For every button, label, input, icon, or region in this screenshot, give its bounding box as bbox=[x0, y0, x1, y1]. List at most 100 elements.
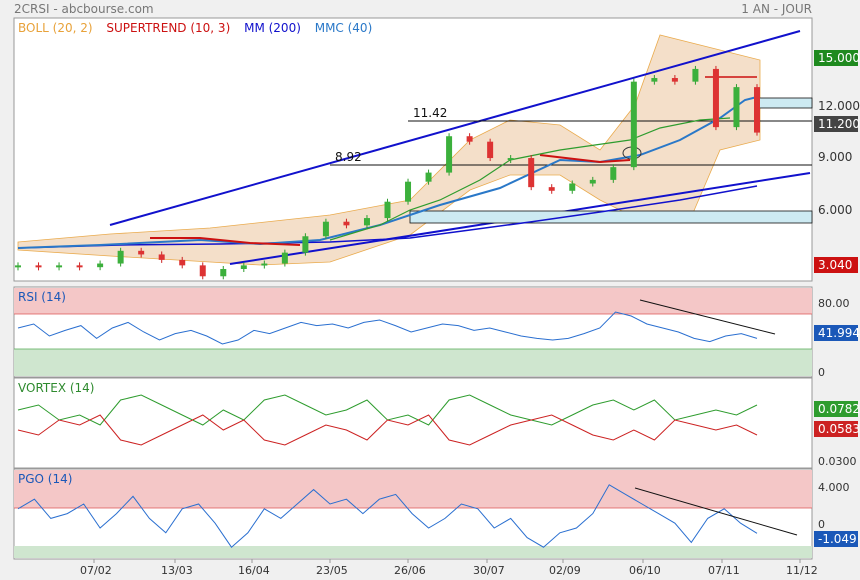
candle-body bbox=[97, 263, 104, 268]
x-tick-label: 26/06 bbox=[394, 564, 426, 577]
candle-body bbox=[117, 250, 124, 264]
rsi-y-tick: 0 bbox=[818, 366, 825, 379]
price-y-tick-label: 3.040 bbox=[818, 258, 852, 272]
candle-body bbox=[630, 81, 637, 168]
rsi-last-value: 41.994 bbox=[818, 326, 860, 340]
candle-body bbox=[754, 87, 760, 133]
x-tick-label: 30/07 bbox=[473, 564, 505, 577]
rsi-value-badge bbox=[814, 325, 858, 341]
horizontal-level-label: 11.42 bbox=[413, 106, 447, 120]
pgo-value-badge bbox=[814, 531, 858, 547]
price-value-badge bbox=[814, 116, 858, 132]
candle-body bbox=[651, 78, 658, 82]
bollinger-band bbox=[17, 34, 761, 266]
candle-body bbox=[569, 183, 576, 191]
rsi-y-tick: 80.00 bbox=[818, 297, 850, 310]
vortex-y-tick: 0.0300 bbox=[818, 455, 857, 468]
x-tick-label: 16/04 bbox=[238, 564, 270, 577]
candle-body bbox=[76, 265, 83, 268]
pgo-lower-zone bbox=[14, 546, 812, 558]
mmc40-line bbox=[17, 96, 758, 249]
candle-body bbox=[466, 136, 473, 142]
candle-body bbox=[281, 252, 288, 264]
vortex-minus-value: 0.0583 bbox=[818, 422, 860, 436]
pgo-upper-zone bbox=[14, 470, 812, 508]
period-label: 1 AN - JOUR bbox=[741, 2, 812, 16]
candle-body bbox=[261, 263, 268, 266]
candle-body bbox=[610, 167, 617, 180]
candle-body bbox=[487, 141, 494, 159]
rsi-panel-label: RSI (14) bbox=[18, 290, 66, 304]
candle-body bbox=[343, 221, 350, 226]
candle-body bbox=[528, 158, 535, 188]
candle-body bbox=[15, 265, 21, 268]
rsi-oversold-zone bbox=[14, 349, 812, 376]
pgo-y-tick: 0 bbox=[818, 518, 825, 531]
candle-body bbox=[322, 221, 329, 237]
candle-body bbox=[692, 68, 699, 82]
candle-body bbox=[733, 87, 740, 128]
candle-body bbox=[138, 250, 145, 255]
price-value-badge bbox=[814, 50, 858, 66]
pgo-line bbox=[17, 484, 758, 548]
x-tick-label: 02/09 bbox=[549, 564, 581, 577]
legend-mm200: MM (200) bbox=[244, 21, 301, 35]
resistance-zone bbox=[754, 97, 813, 109]
price-y-tick-label: 15.000 bbox=[818, 51, 860, 65]
x-tick-label: 13/03 bbox=[161, 564, 193, 577]
candle-body bbox=[240, 265, 247, 269]
vortex-minus-badge bbox=[814, 421, 858, 437]
x-tick-label: 07/02 bbox=[80, 564, 112, 577]
candle-body bbox=[425, 172, 432, 182]
horizontal-level-label: 8.92 bbox=[335, 150, 362, 164]
x-tick-label: 07/11 bbox=[708, 564, 740, 577]
vortex-panel-label: VORTEX (14) bbox=[18, 381, 95, 395]
price-value-badge bbox=[814, 257, 858, 273]
price-y-tick-label: 11.200 bbox=[818, 117, 860, 131]
x-tick-label: 06/10 bbox=[629, 564, 661, 577]
rsi-trend-line bbox=[639, 299, 776, 335]
candle-body bbox=[199, 265, 206, 277]
legend-boll: BOLL (20, 2) bbox=[18, 21, 93, 35]
upper-trend-line bbox=[109, 30, 801, 226]
candle-body bbox=[56, 265, 63, 268]
rsi-overbought-zone bbox=[14, 288, 812, 314]
candle-body bbox=[158, 254, 165, 260]
pgo-last-value: -1.049 bbox=[818, 532, 857, 546]
vortex-plus-value: 0.0782 bbox=[818, 402, 860, 416]
support-zone bbox=[409, 210, 813, 224]
pgo-trend-line bbox=[634, 487, 798, 536]
candle-body bbox=[712, 68, 719, 128]
rsi-line bbox=[17, 311, 758, 345]
mm200-line bbox=[17, 185, 758, 249]
candle-body bbox=[35, 265, 42, 268]
candle-body bbox=[589, 179, 596, 184]
price-y-tick-label: 9.000 bbox=[818, 150, 852, 164]
candle-body bbox=[384, 201, 391, 219]
legend-supertrend: SUPERTREND (10, 3) bbox=[106, 21, 231, 35]
candle-body bbox=[179, 259, 186, 266]
candle-body bbox=[220, 268, 227, 277]
supertrend-red bbox=[150, 237, 301, 246]
x-tick-label: 23/05 bbox=[316, 564, 348, 577]
x-tick-label: 11/12 bbox=[786, 564, 818, 577]
vortex-plus-badge bbox=[814, 401, 858, 417]
candle-body bbox=[363, 218, 370, 226]
candle-body bbox=[507, 158, 514, 161]
candle-body bbox=[548, 187, 555, 191]
pgo-y-tick: 4.000 bbox=[818, 481, 850, 494]
price-y-tick-label: 12.000 bbox=[818, 99, 860, 113]
candle-body bbox=[671, 78, 678, 82]
candle-body bbox=[302, 236, 309, 253]
legend-mmc40: MMC (40) bbox=[314, 21, 373, 35]
price-y-tick-label: 6.000 bbox=[818, 203, 852, 217]
vortex-minus-line bbox=[17, 414, 758, 446]
candle-body bbox=[405, 181, 412, 202]
legend: BOLL (20, 2) SUPERTREND (10, 3) MM (200)… bbox=[18, 21, 382, 35]
candle-body bbox=[446, 136, 453, 173]
supertrend-red-2 bbox=[539, 154, 631, 164]
pgo-panel-label: PGO (14) bbox=[18, 472, 73, 486]
chart-title: 2CRSI - abcbourse.com bbox=[14, 2, 154, 16]
